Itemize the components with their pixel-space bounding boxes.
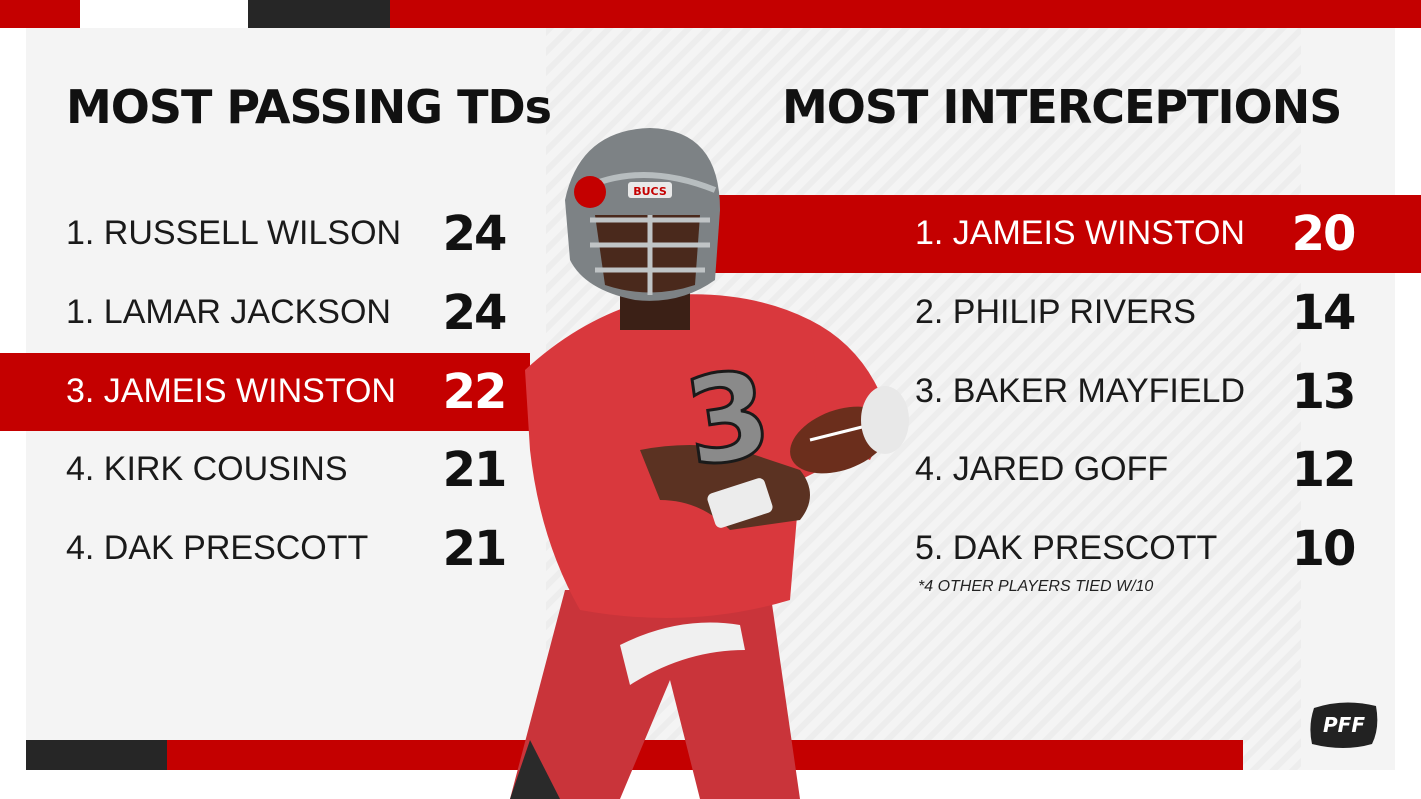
top-stripe xyxy=(0,0,1421,28)
passing-row-5: 4. DAK PRESCOTT 21 xyxy=(0,510,530,588)
player-name: 4. DAK PRESCOTT xyxy=(66,529,369,567)
passing-row-2: 1. LAMAR JACKSON 24 xyxy=(0,274,530,352)
interception-row-2: 2. PHILIP RIVERS 14 xyxy=(700,274,1421,352)
player-name: 4. JARED GOFF xyxy=(915,450,1169,488)
int-count: 14 xyxy=(1291,285,1357,341)
top-stripe-red-segment xyxy=(0,0,80,28)
top-stripe-dark-segment xyxy=(248,0,390,28)
interception-row-4: 4. JARED GOFF 12 xyxy=(700,431,1421,509)
td-count: 22 xyxy=(442,364,508,420)
int-count: 12 xyxy=(1291,442,1357,498)
jersey-number: 3 xyxy=(677,345,779,494)
tie-footnote: *4 OTHER PLAYERS TIED W/10 xyxy=(918,578,1154,595)
passing-row-1: 1. RUSSELL WILSON 24 xyxy=(0,195,530,273)
interceptions-title: MOST INTERCEPTIONS xyxy=(782,80,1342,134)
int-count: 20 xyxy=(1291,206,1357,262)
player-name: 1. LAMAR JACKSON xyxy=(66,293,391,331)
interception-row-1-highlighted: 1. JAMEIS WINSTON 20 xyxy=(700,195,1421,273)
player-name: 1. RUSSELL WILSON xyxy=(66,214,402,252)
td-count: 21 xyxy=(442,442,508,498)
td-count: 24 xyxy=(442,285,508,341)
int-count: 10 xyxy=(1291,521,1357,577)
player-name: 4. KIRK COUSINS xyxy=(66,450,348,488)
bottom-bar-dark xyxy=(26,740,167,770)
pff-logo-icon: PFF xyxy=(1310,702,1378,748)
player-photo: 3 BUCS xyxy=(510,128,909,799)
player-name: 3. JAMEIS WINSTON xyxy=(66,372,396,410)
player-name: 5. DAK PRESCOTT xyxy=(915,529,1218,567)
td-count: 21 xyxy=(442,521,508,577)
interception-row-3: 3. BAKER MAYFIELD 13 xyxy=(700,353,1421,431)
passing-row-3-highlighted: 3. JAMEIS WINSTON 22 xyxy=(0,353,530,431)
passing-row-4: 4. KIRK COUSINS 21 xyxy=(0,431,530,509)
player-name: 1. JAMEIS WINSTON xyxy=(915,214,1245,252)
helmet-text: BUCS xyxy=(633,185,667,198)
top-stripe-white-segment xyxy=(80,0,248,28)
int-count: 13 xyxy=(1291,364,1357,420)
interception-row-5: 5. DAK PRESCOTT 10 xyxy=(700,510,1421,588)
pff-logo-text: PFF xyxy=(1323,713,1365,737)
player-name: 2. PHILIP RIVERS xyxy=(915,293,1196,331)
passing-tds-title: MOST PASSING TDs xyxy=(66,80,552,134)
player-name: 3. BAKER MAYFIELD xyxy=(915,372,1246,410)
td-count: 24 xyxy=(442,206,508,262)
top-stripe-red-long-segment xyxy=(390,0,1421,28)
